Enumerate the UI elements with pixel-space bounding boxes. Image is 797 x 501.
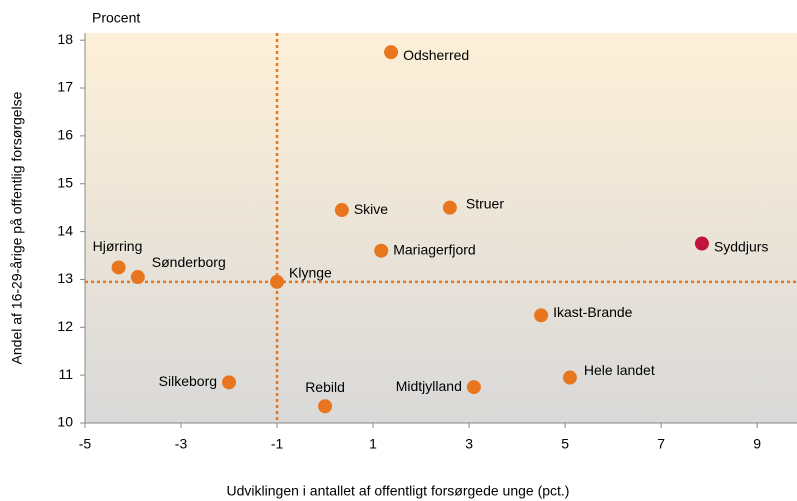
y-axis-label: Andel af 16-29-årige på offentlig forsør… (9, 91, 25, 364)
point-label: Odsherred (403, 47, 469, 63)
point (562, 370, 577, 385)
point-label: Mariagerfjord (393, 241, 475, 257)
y-tick-label: 14 (57, 222, 73, 238)
point-label: Midtjylland (396, 378, 462, 394)
point-label: Ikast-Brande (553, 304, 633, 320)
point-label: Syddjurs (714, 238, 768, 254)
x-tick-label: -3 (175, 436, 188, 452)
point-label: Rebild (305, 379, 345, 395)
point (222, 375, 237, 390)
x-axis-label: Udviklingen i antallet af offentligt for… (227, 483, 570, 499)
x-tick-label: 9 (753, 436, 761, 452)
point-label: Silkeborg (159, 373, 217, 389)
point-label: Sønderborg (152, 254, 226, 270)
point (384, 45, 399, 60)
y-tick-label: 17 (57, 79, 73, 95)
point (270, 274, 285, 289)
y-tick-label: 12 (57, 318, 73, 334)
point-label: Klynge (289, 265, 332, 281)
x-tick-label: -5 (79, 436, 92, 452)
point (111, 260, 126, 275)
y-tick-label: 18 (57, 31, 73, 47)
y-tick-label: 15 (57, 174, 73, 190)
x-tick-label: 3 (465, 436, 473, 452)
point-label: Hjørring (93, 238, 143, 254)
x-tick-label: 5 (561, 436, 569, 452)
point (318, 399, 333, 414)
plot-area (85, 33, 797, 423)
point (334, 203, 349, 218)
point (130, 270, 145, 285)
y-tick-label: 13 (57, 270, 73, 286)
point-label: Struer (466, 195, 504, 211)
point (694, 236, 709, 251)
y-tick-label: 10 (57, 414, 73, 430)
point-label: Skive (354, 201, 388, 217)
x-tick-label: -1 (271, 436, 284, 452)
y-tick-label: 11 (58, 366, 73, 382)
unit-label: Procent (92, 10, 140, 26)
point (466, 380, 481, 395)
y-tick-label: 16 (57, 127, 73, 143)
point (374, 243, 389, 258)
point (534, 308, 549, 323)
x-tick-label: 7 (657, 436, 665, 452)
point-label: Hele landet (584, 362, 655, 378)
point (442, 200, 457, 215)
x-tick-label: 1 (369, 436, 377, 452)
